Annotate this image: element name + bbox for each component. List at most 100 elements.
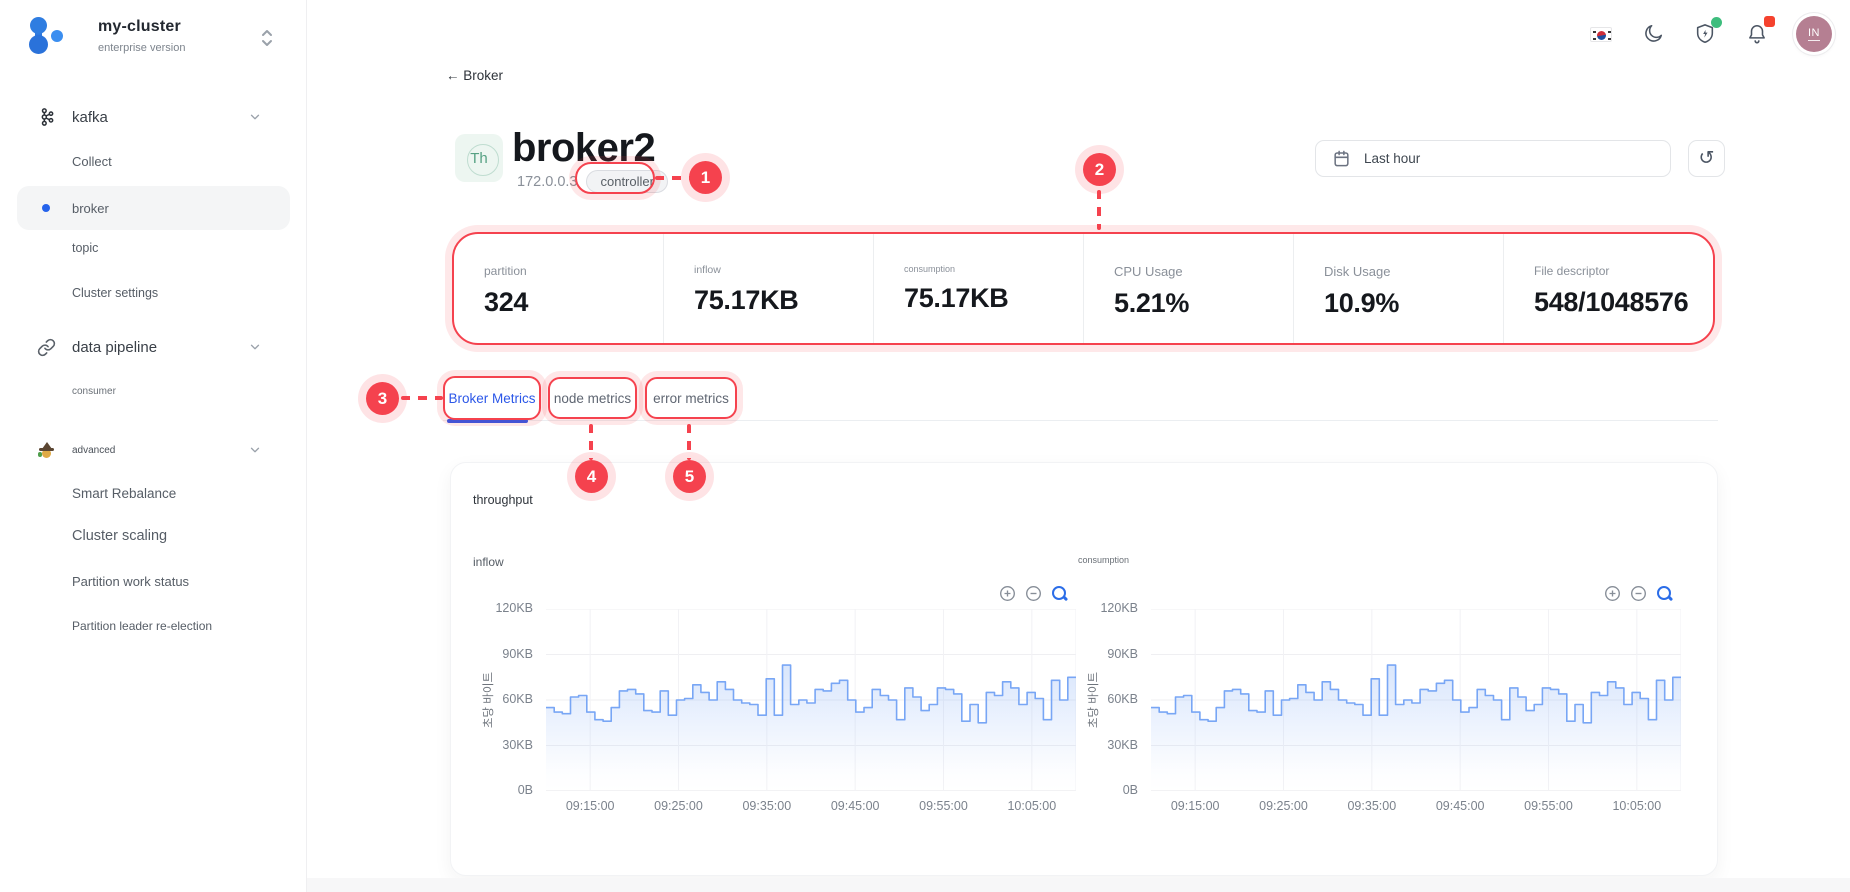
- y-axis-ticks: 120KB 90KB 60KB 30KB 0B: [469, 601, 539, 797]
- tab-broker-metrics[interactable]: Broker Metrics: [443, 376, 541, 420]
- page-bottom-strip: [307, 878, 1850, 892]
- y-tick: 90KB: [502, 646, 533, 661]
- inflow-plot-area[interactable]: [546, 608, 1077, 792]
- broker-ip: 172.0.0.3: [517, 173, 578, 190]
- x-tick: 09:55:00: [919, 799, 968, 813]
- sidebar-group-data-pipeline[interactable]: data pipeline: [0, 330, 307, 364]
- y-tick: 90KB: [1107, 646, 1138, 661]
- annotation-line-5: [687, 424, 691, 460]
- annotation-line-3: [401, 396, 443, 400]
- zoom-out-icon[interactable]: [1630, 585, 1647, 602]
- refresh-button[interactable]: ↺: [1688, 140, 1725, 177]
- sidebar-item-cluster-settings[interactable]: Cluster settings: [72, 286, 159, 300]
- calendar-icon: [1332, 149, 1351, 168]
- tab-error-metrics[interactable]: error metrics: [645, 377, 737, 419]
- tabs-divider: [443, 420, 1718, 421]
- active-item-dot-icon: [42, 204, 50, 212]
- stat-consumption: consumption 75.17KB: [873, 234, 1083, 343]
- x-tick: 09:25:00: [654, 799, 703, 813]
- app-logo-icon: [24, 14, 68, 60]
- x-tick: 09:15:00: [565, 799, 615, 813]
- sidebar-item-cluster-scaling[interactable]: Cluster scaling: [72, 528, 168, 544]
- annotation-marker-3: 3: [366, 382, 399, 415]
- annotation-line-1: [655, 176, 691, 180]
- chart-title-inflow: inflow: [473, 555, 504, 569]
- x-tick: 09:45:00: [830, 799, 880, 813]
- broker-type-badge: Th: [455, 134, 503, 182]
- metrics-card: throughput inflow 초당 바이트 120KB 90KB 60KB 30…: [450, 462, 1718, 876]
- sidebar-item-partition-leader-reelection[interactable]: Partition leader re-election: [72, 619, 213, 633]
- chevron-down-icon: [248, 340, 262, 354]
- consumption-chart: consumption 초당 바이트 120KB 90KB 60KB 30KB 0B 0…: [1056, 547, 1696, 857]
- language-flag-korea-icon[interactable]: [1588, 21, 1614, 47]
- sidebar-item-topic[interactable]: topic: [72, 241, 99, 255]
- sidebar-item-partition-work-status[interactable]: Partition work status: [72, 574, 190, 589]
- sidebar: my-cluster enterprise version kafka Coll…: [0, 0, 307, 892]
- stat-file-descriptor: File descriptor 548/1048576: [1503, 234, 1713, 343]
- zoom-search-icon[interactable]: [1656, 585, 1673, 602]
- sidebar-group-kafka[interactable]: kafka: [0, 100, 307, 134]
- chart-zoom-controls: [999, 585, 1081, 602]
- x-axis-ticks: 09:15:00 09:25:00 09:35:00 09:45:00 09:55:00…: [1151, 799, 1681, 815]
- cluster-subtitle: enterprise version: [98, 42, 186, 54]
- zoom-out-icon[interactable]: [1025, 585, 1042, 602]
- tab-node-metrics[interactable]: node metrics: [548, 377, 637, 419]
- notifications-bell-icon[interactable]: [1744, 16, 1775, 47]
- sidebar-item-broker-label[interactable]: broker: [72, 201, 109, 216]
- consumption-plot-area[interactable]: [1151, 608, 1682, 792]
- stat-partition: partition 324: [484, 264, 529, 317]
- link-icon: [36, 337, 56, 357]
- y-tick: 30KB: [502, 737, 533, 752]
- annotation-marker-2: 2: [1083, 153, 1116, 186]
- sidebar-item-broker[interactable]: [17, 186, 290, 230]
- y-tick: 120KB: [495, 601, 533, 615]
- x-tick: 10:05:00: [1007, 799, 1057, 813]
- active-tab-indicator: [447, 419, 528, 423]
- y-tick: 30KB: [1107, 737, 1138, 752]
- time-range-picker[interactable]: Last hour: [1315, 140, 1671, 177]
- chart-zoom-controls: [1604, 585, 1686, 602]
- sidebar-group-advanced[interactable]: advanced: [0, 433, 307, 467]
- y-tick: 0B: [517, 783, 533, 797]
- sidebar-item-smart-rebalance[interactable]: Smart Rebalance: [72, 486, 177, 501]
- sidebar-item-consumer[interactable]: consumer: [72, 386, 116, 397]
- cluster-header[interactable]: my-cluster enterprise version: [0, 0, 306, 76]
- stat-inflow: inflow 75.17KB: [663, 234, 873, 343]
- sidebar-item-collect[interactable]: Collect: [72, 154, 112, 169]
- page-title: broker2: [512, 126, 656, 170]
- y-tick: 120KB: [1100, 601, 1138, 615]
- x-tick: 10:05:00: [1612, 799, 1662, 813]
- stat-cpu-usage: CPU Usage 5.21%: [1083, 234, 1293, 343]
- x-tick: 09:35:00: [1347, 799, 1397, 813]
- sidebar-group-label: data pipeline: [72, 338, 158, 356]
- security-shield-icon[interactable]: [1692, 17, 1722, 47]
- broker-stats-bar: partition 324 inflow 75.17KB consumption…: [452, 232, 1715, 345]
- stat-disk-usage: Disk Usage 10.9%: [1293, 234, 1503, 343]
- topbar: IN: [1588, 12, 1832, 56]
- annotation-line-2: [1097, 190, 1101, 230]
- back-to-broker-link[interactable]: ← Broker: [446, 68, 504, 83]
- y-tick: 60KB: [502, 692, 533, 706]
- shield-status-dot: [1711, 17, 1722, 28]
- cluster-name: my-cluster: [98, 18, 181, 35]
- avatar-initials: IN: [1808, 27, 1820, 41]
- throughput-section-title: throughput: [473, 493, 533, 507]
- x-tick: 09:55:00: [1524, 799, 1573, 813]
- cluster-switcher-icon[interactable]: [258, 28, 276, 48]
- zoom-in-icon[interactable]: [999, 585, 1016, 602]
- x-tick: 09:25:00: [1259, 799, 1308, 813]
- advanced-wizard-icon: [36, 440, 56, 460]
- zoom-search-icon[interactable]: [1051, 585, 1068, 602]
- sidebar-group-label: advanced: [72, 444, 116, 456]
- dark-mode-moon-icon[interactable]: [1640, 21, 1666, 47]
- controller-role-tag: controller: [586, 170, 668, 193]
- chevron-down-icon: [248, 110, 262, 124]
- x-tick: 09:35:00: [742, 799, 792, 813]
- zoom-in-icon[interactable]: [1604, 585, 1621, 602]
- annotation-marker-1: 1: [689, 161, 722, 194]
- chart-title-consumption: consumption: [1078, 555, 1130, 565]
- user-avatar[interactable]: IN: [1796, 16, 1832, 52]
- bell-notification-badge: [1764, 16, 1775, 27]
- y-tick: 0B: [1122, 783, 1138, 797]
- kafka-icon: [36, 107, 56, 127]
